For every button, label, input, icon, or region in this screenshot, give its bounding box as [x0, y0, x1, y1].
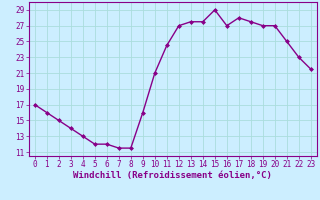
- X-axis label: Windchill (Refroidissement éolien,°C): Windchill (Refroidissement éolien,°C): [73, 171, 272, 180]
